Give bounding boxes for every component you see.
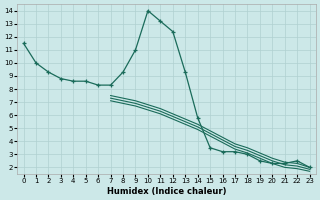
X-axis label: Humidex (Indice chaleur): Humidex (Indice chaleur)	[107, 187, 226, 196]
